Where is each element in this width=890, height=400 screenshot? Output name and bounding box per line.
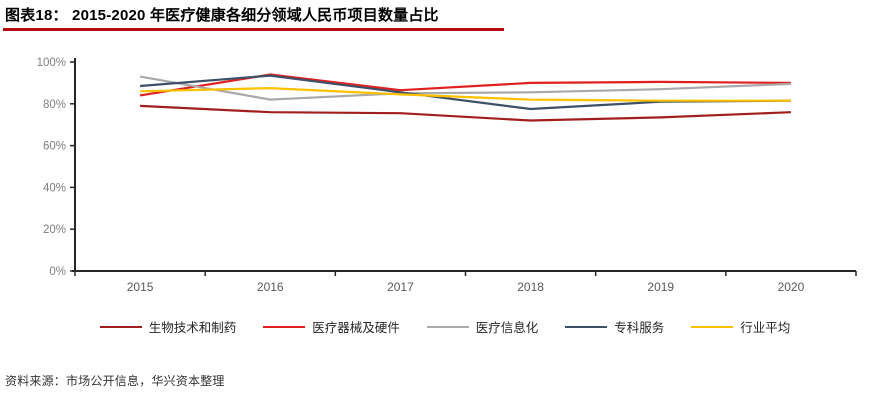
legend-label: 行业平均	[740, 321, 791, 335]
x-tick-label: 2016	[257, 280, 284, 294]
legend-line-swatch	[426, 325, 469, 328]
page-title: 图表18： 2015-2020 年医疗健康各细分领域人民币项目数量占比	[5, 7, 439, 24]
chart-legend: 生物技术和制药 医疗器械及硬件 医疗信息化 专科服务 行业平均	[0, 317, 890, 336]
legend-item: 专科服务	[565, 317, 664, 336]
legend-line-swatch	[691, 325, 734, 328]
legend-label: 医疗信息化	[475, 321, 539, 335]
legend-label: 生物技术和制药	[148, 321, 237, 335]
x-tick-label: 2020	[778, 280, 805, 294]
y-tick-label: 60%	[43, 141, 66, 153]
x-tick-label: 2017	[387, 280, 414, 294]
series-line-行业平均	[140, 86, 791, 102]
series-line-生物技术和制药	[140, 104, 791, 122]
title-underline	[3, 28, 504, 31]
legend-label: 专科服务	[614, 321, 665, 335]
legend-label: 医疗器械及硬件	[312, 321, 400, 335]
y-tick-label: 0%	[49, 266, 66, 278]
x-tick-label: 2019	[647, 280, 674, 294]
legend-line-swatch	[99, 325, 142, 328]
y-tick-label: 40%	[43, 182, 66, 194]
x-tick-label: 2018	[517, 280, 544, 294]
y-tick-label: 20%	[43, 224, 66, 236]
source-note: 资料来源：市场公开信息，华兴资本整理	[5, 374, 225, 388]
legend-item: 行业平均	[691, 317, 790, 336]
legend-line-swatch	[263, 325, 306, 328]
x-tick-label: 2015	[127, 280, 154, 294]
series-line-医疗信息化	[139, 75, 791, 101]
legend-item: 生物技术和制药	[99, 317, 237, 336]
y-tick-label: 80%	[43, 99, 66, 111]
legend-line-swatch	[565, 325, 608, 328]
legend-item: 医疗器械及硬件	[263, 317, 400, 336]
y-tick-label: 100%	[37, 57, 66, 69]
legend-item: 医疗信息化	[426, 317, 539, 336]
